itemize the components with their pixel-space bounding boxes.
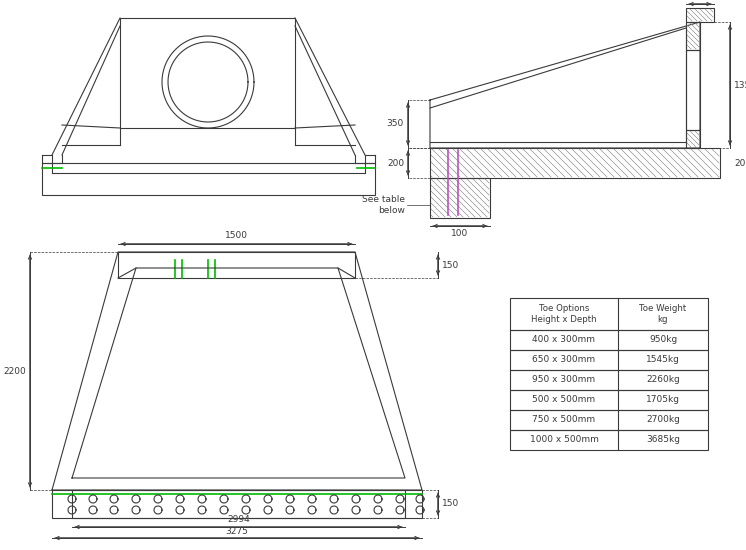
Bar: [686, 8, 714, 22]
Bar: [510, 430, 708, 450]
Bar: [510, 330, 708, 350]
Text: 200: 200: [734, 158, 746, 168]
Text: 150: 150: [442, 261, 460, 270]
Bar: [42, 163, 375, 195]
Bar: [686, 50, 700, 130]
Text: 950kg: 950kg: [649, 336, 677, 344]
Bar: [686, 130, 700, 148]
Bar: [430, 148, 720, 178]
Text: 2200: 2200: [3, 366, 26, 376]
Text: 2994: 2994: [227, 515, 250, 525]
Text: See table
below: See table below: [362, 195, 405, 215]
Text: 1350: 1350: [734, 80, 746, 90]
Text: Toe Weight
kg: Toe Weight kg: [639, 304, 686, 324]
Bar: [510, 350, 708, 370]
Bar: [510, 410, 708, 430]
Text: 150: 150: [442, 499, 460, 509]
Bar: [52, 490, 422, 518]
Text: 100: 100: [451, 229, 468, 239]
Text: 1545kg: 1545kg: [646, 355, 680, 365]
Text: 500 x 500mm: 500 x 500mm: [533, 395, 595, 404]
Bar: [72, 490, 405, 518]
Text: 650 x 300mm: 650 x 300mm: [533, 355, 595, 365]
Bar: [510, 370, 708, 390]
Bar: [686, 22, 700, 50]
Bar: [118, 252, 355, 278]
Bar: [510, 298, 708, 330]
Text: 2700kg: 2700kg: [646, 415, 680, 425]
Bar: [510, 390, 708, 410]
Text: 1000 x 500mm: 1000 x 500mm: [530, 436, 598, 444]
Text: 3685kg: 3685kg: [646, 436, 680, 444]
Text: 3275: 3275: [225, 526, 248, 536]
Text: Toe Options
Height x Depth: Toe Options Height x Depth: [531, 304, 597, 324]
Text: 2260kg: 2260kg: [646, 376, 680, 384]
Text: 950 x 300mm: 950 x 300mm: [533, 376, 595, 384]
Text: 1705kg: 1705kg: [646, 395, 680, 404]
Text: 400 x 300mm: 400 x 300mm: [533, 336, 595, 344]
Text: 350: 350: [386, 119, 404, 129]
Text: 1500: 1500: [225, 232, 248, 240]
Bar: [430, 178, 490, 218]
Bar: [120, 18, 295, 128]
Text: 750 x 500mm: 750 x 500mm: [533, 415, 595, 425]
Text: 200: 200: [387, 158, 404, 168]
